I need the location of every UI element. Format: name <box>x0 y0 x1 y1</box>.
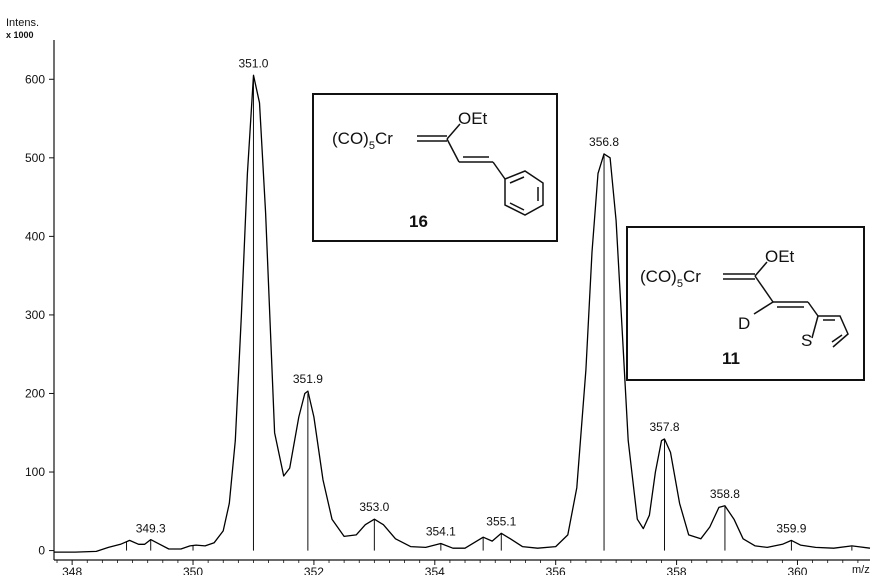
x-tick-label: 350 <box>183 565 203 575</box>
structure-11-c-o-bond <box>754 261 768 277</box>
y-tick-label: 300 <box>25 308 45 322</box>
y-axis-multiplier: x 1000 <box>6 30 34 40</box>
structure-11-ring-double-2 <box>831 334 843 343</box>
structure-11-c-c-bond <box>754 275 774 303</box>
structure-16-metal-fragment: (CO)5Cr <box>332 129 393 152</box>
structure-16-box: (CO)5Cr OEt 16 <box>312 93 558 242</box>
y-tick-label: 200 <box>25 386 45 400</box>
structure-11-box: (CO)5Cr OEt D S 11 <box>626 226 865 381</box>
structure-11-deuterium: D <box>738 314 750 333</box>
y-tick-label: 0 <box>38 544 45 558</box>
structure-16-phenyl-ring <box>504 170 544 216</box>
structure-16-drawing: (CO)5Cr OEt 16 <box>332 109 544 231</box>
structure-11-thienyl-bond <box>807 301 819 317</box>
peak-label: 351.9 <box>293 372 323 386</box>
peak-label: 351.0 <box>238 56 268 70</box>
structure-11-label: 11 <box>722 349 740 368</box>
structure-11-drawing: (CO)5Cr OEt D S 11 <box>640 247 849 368</box>
peak-label: 359.9 <box>776 521 806 535</box>
peak-label: 353.0 <box>359 500 389 514</box>
structure-16-label: 16 <box>409 212 428 231</box>
x-tick-label: 354 <box>425 565 445 575</box>
structure-11-sulfur: S <box>801 331 812 350</box>
structure-16-c-c-bond <box>446 138 460 163</box>
structure-11-substituent: OEt <box>765 247 795 266</box>
y-tick-label: 600 <box>25 72 45 86</box>
peak-label: 355.1 <box>486 514 516 528</box>
x-tick-label: 348 <box>62 565 82 575</box>
y-tick-label: 500 <box>25 151 45 165</box>
x-tick-label: 360 <box>787 565 807 575</box>
structure-11-thiophene-ring <box>811 315 849 348</box>
x-tick-label: 352 <box>304 565 324 575</box>
peak-label: 354.1 <box>426 525 456 539</box>
peak-label: 357.8 <box>649 420 679 434</box>
centroid-stick-layer <box>126 79 853 551</box>
structure-11-metal-fragment: (CO)5Cr <box>640 267 701 290</box>
peak-label: 349.3 <box>136 521 166 535</box>
peak-label: 358.8 <box>710 487 740 501</box>
peak-label-layer: 349.3 351.0 351.9 353.0 354.1 355.1 356.8 357.8… <box>136 56 807 538</box>
y-tick-label: 400 <box>25 229 45 243</box>
structure-11-c-d-bond <box>753 301 774 315</box>
structure-16-ring-double-1 <box>509 176 525 184</box>
x-tick-label: 358 <box>667 565 687 575</box>
y-tick-label: 100 <box>25 465 45 479</box>
x-tick-label: 356 <box>546 565 566 575</box>
y-axis-label: Intens. <box>6 17 40 29</box>
profile-layer <box>54 74 871 553</box>
structure-16-aryl-bond <box>492 161 506 180</box>
structure-16-c-o-bond <box>446 123 461 140</box>
structure-16-substituent: OEt <box>458 109 488 128</box>
axes-layer <box>53 40 870 561</box>
structure-16-ring-double-3 <box>509 202 525 211</box>
peak-label: 356.8 <box>589 135 619 149</box>
x-axis-label: m/z <box>852 564 870 576</box>
spectrum-trace <box>54 74 871 553</box>
